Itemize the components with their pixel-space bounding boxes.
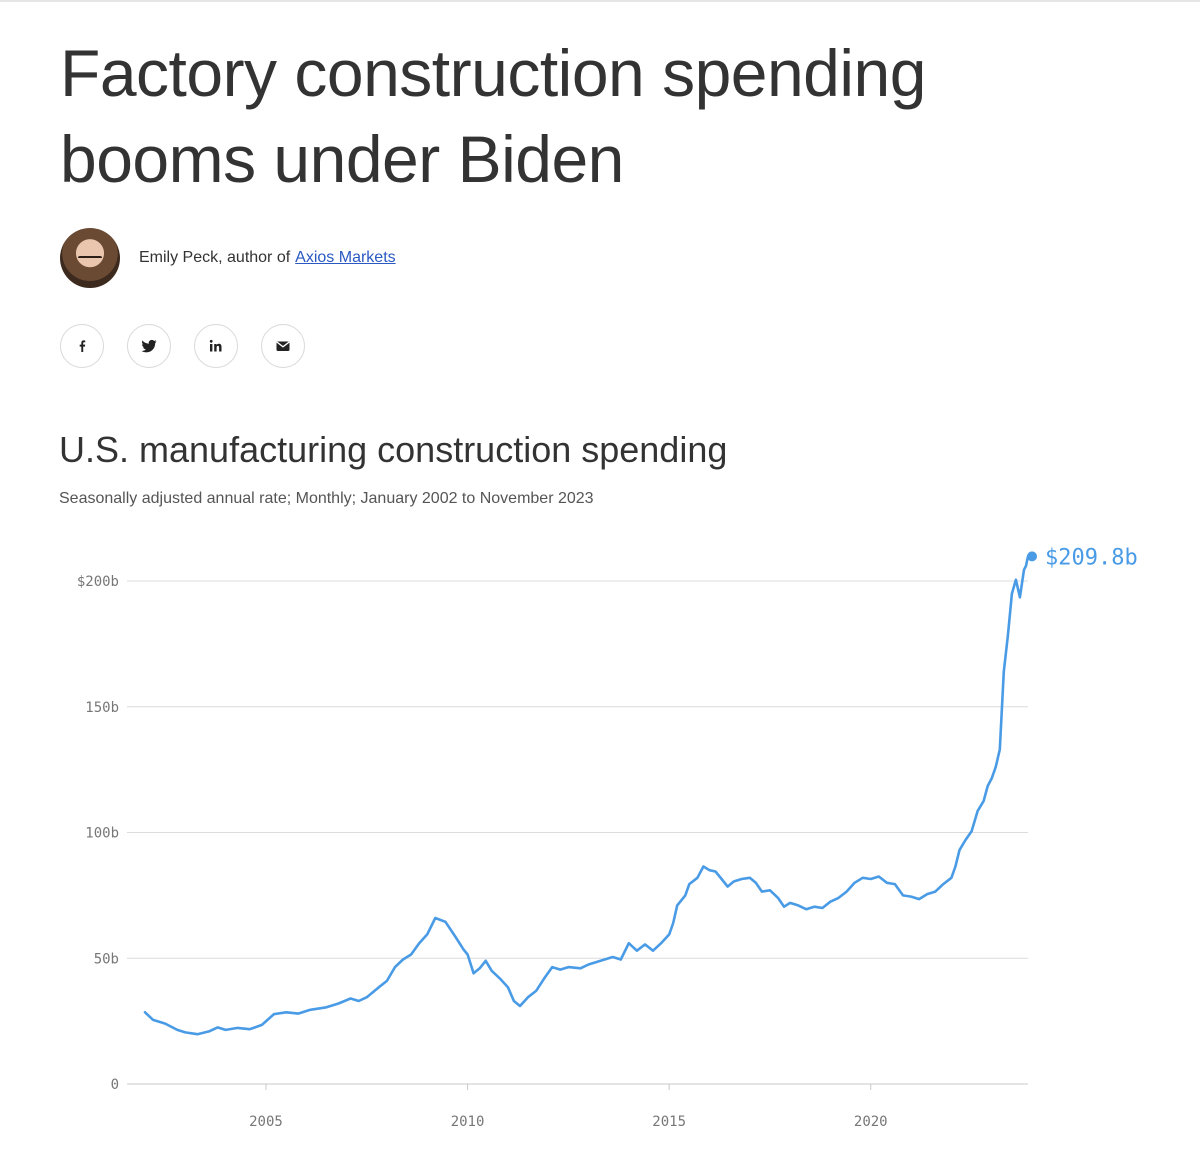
share-facebook-button[interactable] (60, 324, 104, 368)
end-point-dot (1027, 551, 1037, 562)
y-tick-label: 0 (111, 1077, 119, 1093)
series-line (143, 555, 1030, 1036)
x-tick-label: 2020 (854, 1114, 888, 1130)
share-twitter-button[interactable] (127, 324, 171, 368)
share-buttons (60, 324, 328, 368)
gridlines (127, 580, 1028, 1085)
byline: Emily Peck, author of Axios Markets (60, 228, 396, 288)
author-avatar (60, 228, 120, 288)
x-tick-label: 2010 (451, 1114, 485, 1130)
y-tick-label: 150b (85, 700, 119, 716)
y-tick-label: $200b (77, 574, 119, 590)
author-name: Emily Peck, author of (139, 249, 291, 266)
axios-markets-link[interactable]: Axios Markets (295, 249, 396, 266)
chart-title: U.S. manufacturing construction spending (59, 429, 728, 470)
y-tick-label: 50b (94, 951, 119, 967)
share-email-button[interactable] (261, 324, 305, 368)
x-tick-label: 2005 (249, 1114, 283, 1130)
twitter-icon (141, 339, 157, 353)
end-value-label: $209.8b (1045, 545, 1138, 570)
byline-text: Emily Peck, author of Axios Markets (139, 249, 396, 267)
chart-subtitle: Seasonally adjusted annual rate; Monthly… (59, 490, 594, 507)
facebook-icon (79, 340, 86, 352)
x-axis-labels: 2005 2010 2015 2020 (249, 1084, 888, 1130)
share-linkedin-button[interactable] (194, 324, 238, 368)
email-icon (276, 341, 290, 351)
x-tick-label: 2015 (652, 1114, 686, 1130)
linkedin-icon (209, 339, 222, 352)
y-tick-label: 100b (85, 826, 119, 842)
article-headline: Factory construction spending booms unde… (60, 36, 926, 196)
line-chart: 0 50b 100b 150b $200b 2005 2010 2015 2020 $209.… (77, 545, 1138, 1130)
top-rule (0, 0, 1200, 2)
y-axis-labels: 0 50b 100b 150b $200b (77, 574, 119, 1093)
